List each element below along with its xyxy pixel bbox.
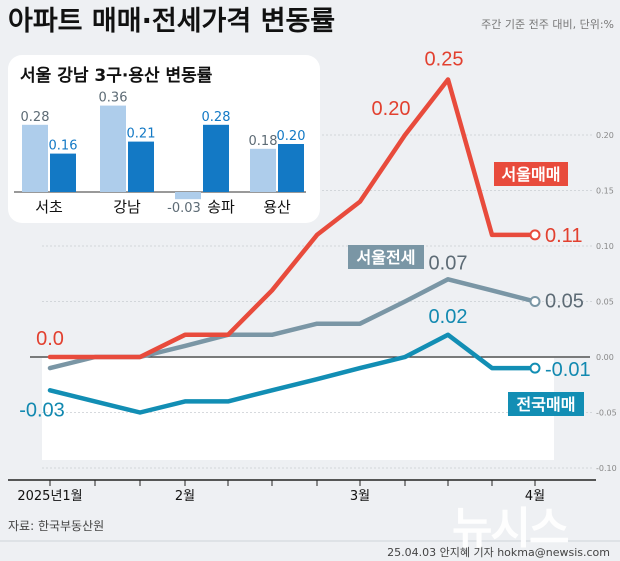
inset-bar: [128, 141, 154, 192]
series-end-marker: [529, 229, 541, 241]
x-tick-label: 3월: [350, 489, 370, 504]
inset-background: [8, 55, 320, 223]
series-end-marker: [529, 296, 541, 307]
data-label: 0.07: [429, 252, 468, 274]
data-label: -0.03: [19, 399, 65, 421]
inset-bar-label: 0.36: [99, 91, 128, 106]
data-label: 0.0: [36, 328, 64, 350]
inset-category-label: 송파: [207, 198, 235, 216]
inset-title: 서울 강남 3구·용산 변동률: [20, 66, 213, 86]
inset-bar-label: -0.03: [167, 201, 201, 216]
series-lines: [47, 77, 541, 415]
series-tag-bg: [508, 392, 584, 416]
inset-bar: [278, 144, 304, 192]
inset-bar: [175, 192, 201, 200]
x-tick-label: 4월: [525, 489, 545, 504]
inset-bar: [22, 124, 48, 192]
series-tag-label: 전국매매: [517, 395, 576, 414]
inset-bar: [100, 105, 126, 192]
data-labels: 0.0 0.20 0.25 0.11 0.07 0.05 -0.03 0.02 -0.01 서울매…: [19, 49, 590, 422]
data-label: 0.02: [429, 306, 468, 328]
chart-subtitle: 주간 기준 전주 대비, 단위:%: [481, 18, 614, 31]
data-label: 0.20: [372, 98, 411, 120]
y-tick-label: -0.10: [596, 464, 617, 473]
series-line-2: [47, 332, 538, 415]
inset-bar-label: 0.28: [21, 110, 50, 125]
series-tag-label: 서울전세: [357, 248, 416, 267]
y-tick-label: 0.20: [596, 131, 614, 140]
data-label: 0.11: [545, 225, 582, 247]
credit-line: 25.04.03 안지혜 기자 hokma@newsis.com: [387, 546, 610, 559]
inset-bar-label: 0.21: [127, 127, 156, 142]
y-tick-label: 0.00: [596, 353, 614, 362]
y-tick-label: -0.05: [596, 409, 617, 418]
series-line-0: [47, 77, 538, 360]
series-tag-bg: [494, 162, 568, 186]
series-tag-bg: [348, 245, 424, 269]
inset-category-label: 서초: [35, 198, 63, 216]
inset-bar-label: 0.18: [249, 134, 278, 149]
series-end-marker: [529, 362, 541, 374]
source-note: 자료: 한국부동산원: [8, 519, 104, 533]
inset-panel: 서울 강남 3구·용산 변동률 0.28 0.16 서초 0.36 0.21 강남 -0.0…: [8, 55, 320, 223]
inset-bar-label: 0.16: [49, 139, 78, 154]
grid-layer: 0.20 0.15 0.10 0.05 0.00 -0.05 -0.10: [42, 131, 617, 473]
y-tick-label: 0.10: [596, 242, 614, 251]
chart-title: 아파트 매매·전세가격 변동률: [8, 6, 335, 37]
x-tick-label: 2월: [175, 489, 195, 504]
inset-bar-label: 0.28: [202, 110, 231, 125]
watermark-logo: 뉴시스: [452, 503, 569, 554]
data-label: -0.01: [545, 359, 591, 381]
series-tag-label: 서울매매: [502, 165, 561, 184]
data-label: 0.05: [545, 291, 584, 313]
inset-category-label: 강남: [113, 198, 141, 216]
x-axis-ticks: 2025년1월 2월 3월 4월: [17, 480, 545, 504]
y-tick-label: 0.05: [596, 298, 614, 307]
inset-bar-label: 0.20: [277, 129, 306, 144]
inset-bars: 0.28 0.16 서초 0.36 0.21 강남 -0.03 0.28 송파 0.18 0.20 용…: [21, 91, 306, 216]
inset-category-label: 용산: [263, 198, 291, 216]
x-tick-label: 2025년1월: [17, 489, 82, 504]
y-tick-label: 0.15: [596, 187, 614, 196]
inset-bar: [203, 124, 229, 192]
data-label: 0.25: [425, 49, 464, 71]
inset-bar: [250, 148, 276, 192]
inset-bar: [50, 153, 76, 192]
